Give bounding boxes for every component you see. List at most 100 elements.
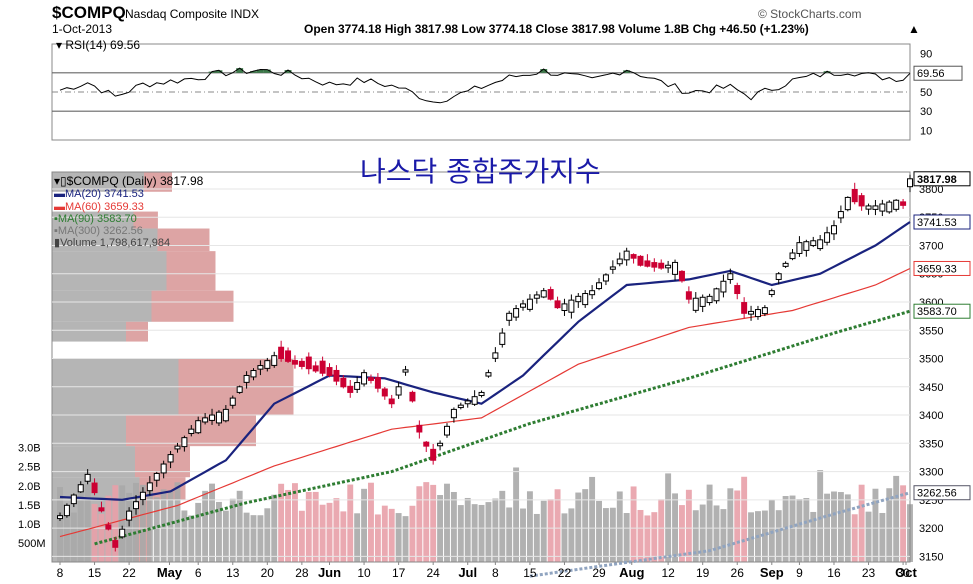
candle-up <box>160 463 167 474</box>
candle-up <box>215 411 222 424</box>
x-tick-22: 22 <box>558 566 572 580</box>
ma60-tag-box <box>913 260 971 276</box>
volume-tick-2.0B: 2.0B <box>18 481 41 493</box>
x-tick-Sep: Sep <box>760 565 784 580</box>
price-grid <box>51 171 911 563</box>
volume-bar <box>796 499 803 562</box>
ma90-tag: 3583.70 <box>917 306 957 318</box>
volume-bar <box>513 467 520 562</box>
candle-down <box>326 367 333 376</box>
candle-down <box>312 365 319 372</box>
candle-down <box>658 262 665 269</box>
candle-up <box>907 178 913 188</box>
legend-price: ▾▯$COMPQ (Daily) 3817.98 <box>54 175 244 187</box>
vbp-bar-down <box>144 172 172 192</box>
x-tick-Jun: Jun <box>318 565 341 580</box>
candle-up <box>761 307 768 315</box>
volume-bar <box>278 483 285 562</box>
x-tick-Aug: Aug <box>619 565 644 580</box>
quote-arrow: ▲ <box>908 22 920 36</box>
volume-bar <box>423 482 430 562</box>
candle-up <box>803 241 810 251</box>
x-tick-23: 23 <box>862 566 876 580</box>
quote-line: Open 3774.18 High 3817.98 Low 3774.18 Cl… <box>304 22 809 36</box>
volume-bar <box>706 484 713 562</box>
x-tick-29: 29 <box>592 566 606 580</box>
candle-up <box>754 309 761 318</box>
vbp-bar-up <box>52 446 135 478</box>
candle-down <box>741 302 748 314</box>
ma20-line <box>59 221 911 501</box>
legend-ma300-icon: ▪ <box>54 225 58 238</box>
volume-bar <box>872 488 879 562</box>
candle-up <box>126 510 133 521</box>
candle-down <box>367 377 374 381</box>
rsi-overbought-fill <box>540 69 548 73</box>
candle-up <box>57 515 63 520</box>
volume-bar <box>326 502 333 562</box>
candle-up <box>222 408 229 422</box>
volume-bar <box>837 492 844 562</box>
candle-down <box>858 195 865 207</box>
candle-down <box>554 300 561 309</box>
candle-down <box>105 524 112 530</box>
legend-ma60-icon: ▬ <box>54 200 65 213</box>
volume-bar <box>713 505 720 562</box>
ma300-tag: 3262.56 <box>917 488 957 500</box>
candle-down <box>333 369 340 382</box>
x-tick-17: 17 <box>392 566 406 580</box>
volume-bar <box>851 514 858 562</box>
candle-up <box>513 308 520 318</box>
volume-bar <box>361 488 368 562</box>
legend-volume-icon: ▮ <box>54 237 61 250</box>
index-name: Nasdaq Composite INDX <box>125 7 260 21</box>
candle-up <box>167 454 174 463</box>
candle-up <box>181 437 188 448</box>
candle-down <box>409 391 416 402</box>
volume-bar <box>395 513 402 562</box>
volume-bar <box>568 508 575 562</box>
volume-tick-500M: 500M <box>18 538 46 550</box>
candle-down <box>298 360 305 367</box>
volume-bar <box>644 515 651 562</box>
candle-up <box>119 528 126 538</box>
candle-down <box>112 540 119 548</box>
volume-bar <box>209 483 215 562</box>
candle-down <box>340 377 347 388</box>
volume-bar <box>526 491 533 562</box>
rsi-label: ▾ RSI(14) 69.56 <box>56 38 140 52</box>
candle-down <box>900 201 907 206</box>
axes: 3150320032503300335034003450350035503600… <box>18 171 971 580</box>
volume-bar <box>77 490 84 562</box>
candle-down <box>678 270 685 282</box>
volume-bar <box>63 516 70 562</box>
vbp-bar-up <box>52 211 134 229</box>
candle-down <box>388 398 395 405</box>
candle-down <box>416 424 423 433</box>
rsi-value-tag-box <box>913 65 963 81</box>
volume-bar <box>575 492 582 562</box>
legend-ma20-text: MA(20) 3741.53 <box>65 188 144 201</box>
candle-down <box>630 254 637 259</box>
candle-up <box>609 266 616 270</box>
price-tick-3800: 3800 <box>919 184 943 196</box>
x-tick-20: 20 <box>261 566 275 580</box>
x-tick-May: May <box>157 565 183 580</box>
volume-bar <box>91 503 98 562</box>
legend-ma90-icon: ▪ <box>54 212 58 225</box>
vbp-bar-down <box>151 290 234 322</box>
volume-bar <box>623 513 630 562</box>
legend-price-icon: ▾▯ <box>54 174 67 188</box>
volume-tick-2.5B: 2.5B <box>18 462 41 474</box>
x-tick-16: 16 <box>827 566 841 580</box>
candle-up <box>533 294 540 299</box>
volume-bar <box>651 512 658 562</box>
candle-up <box>153 472 160 481</box>
candle-up <box>437 442 444 447</box>
volume-bar <box>831 491 837 562</box>
volume-bar <box>70 512 77 562</box>
candle-up <box>589 290 596 296</box>
legend-ma90-text: MA(90) 3583.70 <box>57 212 137 225</box>
